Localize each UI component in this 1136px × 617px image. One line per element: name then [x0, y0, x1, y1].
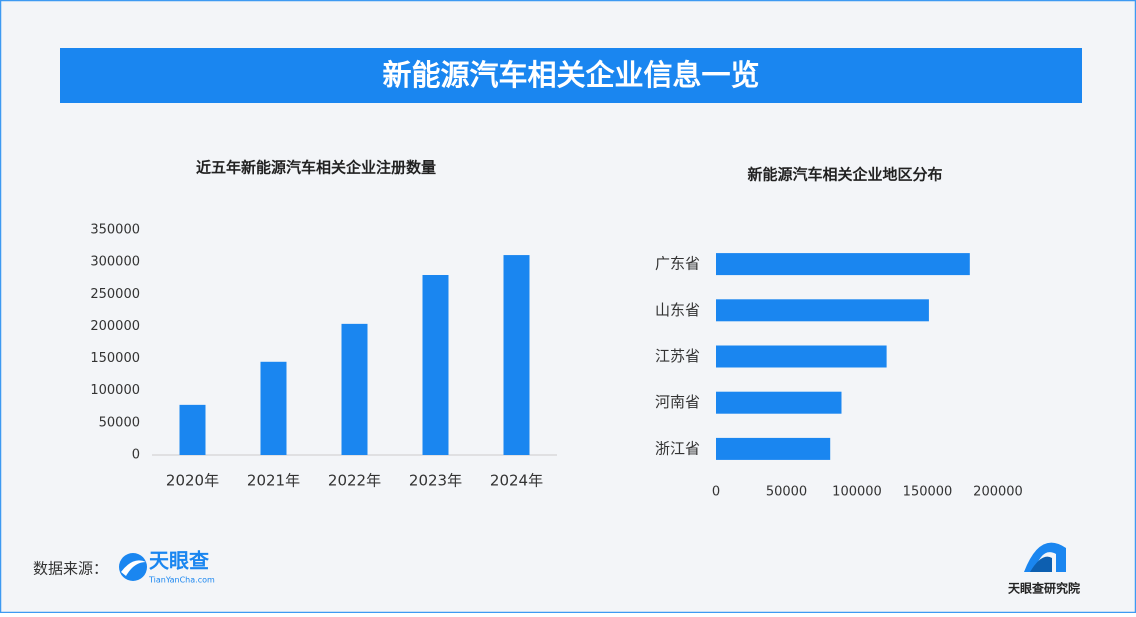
bar — [716, 391, 842, 414]
x-tick-label: 150000 — [903, 485, 953, 500]
x-tick-label: 2022年 — [328, 472, 381, 490]
x-tick-label: 0 — [712, 485, 720, 500]
bar — [716, 299, 929, 322]
bar — [179, 404, 206, 455]
y-tick-label: 河南省 — [655, 393, 700, 411]
x-tick-label: 2023年 — [409, 472, 462, 490]
x-tick-label: 2021年 — [247, 472, 300, 490]
x-tick-label: 2024年 — [490, 472, 543, 490]
y-tick-label: 浙江省 — [655, 439, 700, 457]
x-tick-label: 50000 — [766, 485, 807, 500]
bar — [716, 437, 831, 460]
bar — [716, 253, 970, 276]
chart-title: 近五年新能源汽车相关企业注册数量 — [196, 159, 436, 177]
bar — [341, 323, 368, 455]
x-tick-label: 200000 — [973, 485, 1023, 500]
source-label: 数据来源： — [33, 560, 108, 578]
bar — [260, 361, 287, 455]
chart-title: 新能源汽车相关企业地区分布 — [747, 166, 942, 184]
footer: 数据来源： 天眼查 TianYanCha.com 天眼查研究院 — [33, 542, 1080, 596]
x-tick-label: 100000 — [832, 485, 882, 500]
bar — [716, 345, 887, 368]
y-tick-label: 山东省 — [655, 301, 700, 319]
y-tick-label: 100000 — [90, 383, 140, 398]
y-tick-label: 250000 — [90, 287, 140, 302]
x-tick-label: 2020年 — [166, 472, 219, 490]
y-tick-label: 300000 — [90, 255, 140, 270]
logo-swoosh — [121, 560, 146, 576]
page-title: 新能源汽车相关企业信息一览 — [382, 58, 759, 92]
bar — [422, 275, 449, 455]
y-tick-label: 50000 — [99, 415, 140, 430]
title-banner — [60, 48, 1082, 103]
y-tick-label: 0 — [132, 448, 140, 463]
y-tick-label: 广东省 — [655, 255, 700, 273]
institute-logo-inner — [1030, 556, 1052, 572]
institute-logo — [1024, 542, 1066, 572]
y-tick-label: 150000 — [90, 351, 140, 366]
logo-url: TianYanCha.com — [148, 576, 215, 585]
y-tick-label: 200000 — [90, 319, 140, 334]
y-tick-label: 350000 — [90, 223, 140, 238]
institute-name: 天眼查研究院 — [1008, 581, 1080, 596]
logo-name: 天眼查 — [149, 549, 209, 573]
bar — [503, 255, 530, 455]
y-tick-label: 江苏省 — [655, 347, 700, 365]
